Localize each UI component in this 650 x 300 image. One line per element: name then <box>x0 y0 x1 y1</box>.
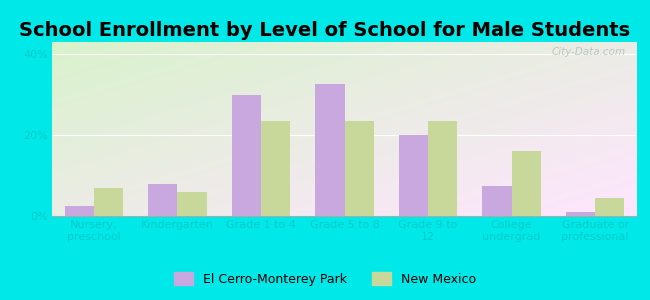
Bar <box>261 121 290 216</box>
Bar <box>64 206 94 216</box>
Text: City-Data.com: City-Data.com <box>551 47 625 57</box>
Bar <box>428 121 458 216</box>
Bar <box>94 188 123 216</box>
Legend: El Cerro-Monterey Park, New Mexico: El Cerro-Monterey Park, New Mexico <box>169 267 481 291</box>
Bar <box>231 94 261 216</box>
Bar <box>566 212 595 216</box>
Text: School Enrollment by Level of School for Male Students: School Enrollment by Level of School for… <box>20 21 630 40</box>
Bar <box>399 135 428 216</box>
Bar <box>595 198 625 216</box>
Bar <box>512 151 541 216</box>
Bar <box>315 85 344 216</box>
Bar <box>177 192 207 216</box>
Bar <box>344 121 374 216</box>
Bar <box>482 186 512 216</box>
Bar <box>148 184 177 216</box>
